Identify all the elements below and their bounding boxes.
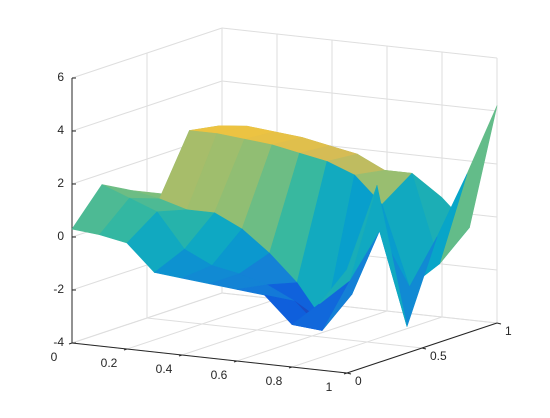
x-tick-label: 0 <box>51 350 58 364</box>
x-tick <box>178 354 183 357</box>
y-tick <box>346 372 352 375</box>
grid-line <box>221 292 498 324</box>
x-tick <box>343 372 348 375</box>
surface-patch <box>439 105 498 265</box>
grid-line <box>146 317 423 349</box>
x-tick-label: 0.4 <box>156 362 173 376</box>
z-tick-label: -2 <box>53 282 64 296</box>
z-tick-label: 2 <box>57 176 64 190</box>
x-tick <box>233 360 238 363</box>
grid-line <box>71 27 223 79</box>
z-tick-label: 6 <box>57 70 64 84</box>
grid-line <box>221 27 498 59</box>
grid-line <box>71 292 223 344</box>
surface-patch <box>319 185 378 305</box>
grid-line <box>71 80 223 132</box>
x-tick <box>288 366 293 369</box>
grid-line <box>221 80 498 112</box>
z-tick-label: -4 <box>53 335 64 349</box>
y-tick-label: 0.5 <box>430 349 447 363</box>
x-tick-label: 1 <box>326 380 333 394</box>
x-tick-label: 0.8 <box>266 374 283 388</box>
y-tick <box>421 347 427 350</box>
x-axis <box>71 342 348 374</box>
x-tick <box>123 348 128 351</box>
y-tick-label: 1 <box>505 324 512 338</box>
x-tick-label: 0.6 <box>211 368 228 382</box>
y-tick-label: 0 <box>355 374 362 388</box>
x-tick-label: 0.2 <box>101 356 118 370</box>
x-tick <box>68 342 73 345</box>
z-tick-label: 0 <box>57 229 64 243</box>
z-tick-label: 4 <box>57 123 64 137</box>
y-tick <box>496 322 502 325</box>
